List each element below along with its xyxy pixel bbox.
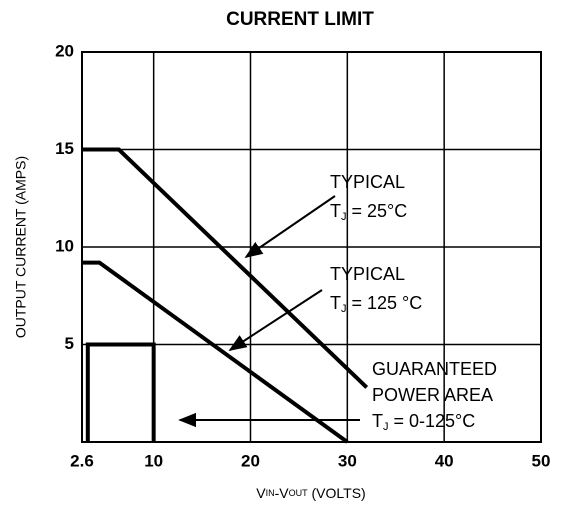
x-axis-label-part: (VOLTS)	[308, 485, 366, 501]
annotation: TJ = 25°C	[330, 201, 407, 223]
annotation: TYPICAL	[330, 172, 405, 192]
annotation-text: TYPICAL	[330, 172, 405, 192]
y-tick-label: 20	[55, 41, 74, 60]
annotation-sub: J	[383, 421, 389, 433]
annotation-text: = 25°C	[347, 201, 408, 221]
x-axis-label-part: -V	[275, 485, 290, 501]
x-tick-label: 50	[532, 451, 551, 470]
x-tick-label: 30	[338, 451, 357, 470]
annotation-text: T	[372, 411, 383, 431]
annotation-text: T	[330, 201, 341, 221]
x-tick-label: 40	[435, 451, 454, 470]
x-axis-label: VIN-VOUT (VOLTS)	[256, 485, 365, 501]
y-tick-label: 10	[55, 236, 74, 255]
x-axis-label-part: V	[256, 485, 266, 501]
data-line	[85, 342, 156, 442]
annotation-text: =	[389, 411, 405, 431]
data-line	[82, 147, 369, 389]
y-tick-label: 5	[65, 334, 74, 353]
annotation-text: POWER AREA	[372, 385, 493, 405]
annotation-sub: J	[341, 211, 347, 223]
x-axis-label-part: IN	[266, 488, 275, 498]
annotation: TYPICAL	[330, 264, 405, 284]
annotation-text: TYPICAL	[330, 264, 405, 284]
arrow	[244, 195, 336, 259]
annotation: GUARANTEED	[372, 359, 497, 379]
x-tick-label: 10	[144, 451, 163, 470]
data-line	[82, 260, 349, 444]
annotation-text: 0-125°C	[404, 411, 475, 431]
annotation-text: GUARANTEED	[372, 359, 497, 379]
annotation: POWER AREA	[372, 385, 493, 405]
chart-title: CURRENT LIMIT	[226, 9, 374, 30]
x-tick-label: 2.6	[70, 451, 94, 470]
annotation: TJ = 0-125°C	[372, 411, 475, 433]
y-axis-label: OUTPUT CURRENT (AMPS)	[13, 156, 29, 338]
x-tick-label: 20	[241, 451, 260, 470]
x-axis-label-part: OUT	[289, 488, 309, 498]
annotation: TJ = 125 °C	[330, 293, 422, 315]
y-tick-label: 15	[55, 139, 74, 158]
annotation-text: = 125 °C	[347, 293, 423, 313]
arrow	[228, 289, 323, 351]
annotation-text: T	[330, 293, 341, 313]
annotation-sub: J	[341, 303, 347, 315]
